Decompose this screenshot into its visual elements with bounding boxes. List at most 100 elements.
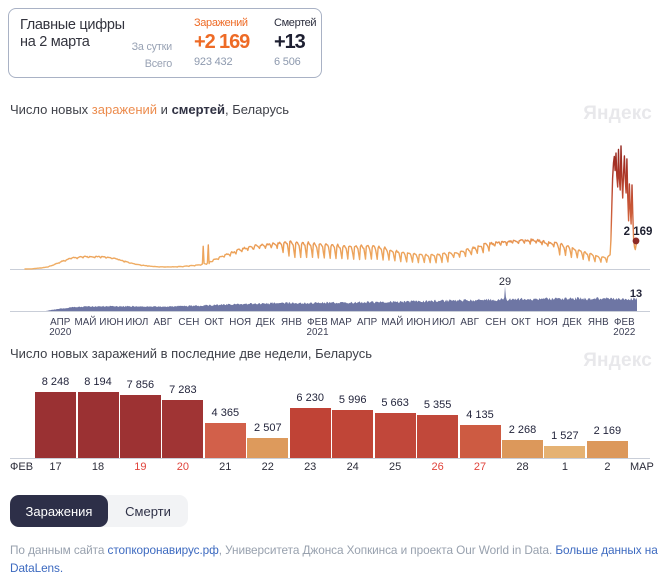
month-tick-label: СЕН — [178, 317, 199, 328]
year-tick-label: 2020 — [49, 327, 72, 338]
bar-day-17[interactable] — [35, 392, 76, 458]
month-tick-label: МАЙ — [75, 316, 97, 328]
bar-tick-label: 21 — [219, 461, 232, 473]
bar-value-label: 2 169 — [593, 424, 622, 437]
deaths-daily-bars-silhouette — [25, 286, 637, 311]
barchart-right-edge-label: МАР — [630, 461, 654, 473]
month-tick-label: АВГ — [460, 317, 479, 328]
bar-tick-label: 17 — [49, 461, 62, 473]
bar-value-label: 2 507 — [254, 421, 282, 434]
bar-value-label: 5 355 — [423, 399, 452, 412]
bar-tick-label: 23 — [304, 461, 317, 473]
month-tick-label: ИЮЛ — [125, 317, 148, 328]
bar-tick-label: 24 — [346, 461, 359, 473]
summary-card-date: на 2 марта — [20, 33, 90, 50]
infections-tab[interactable]: Заражения — [10, 495, 108, 527]
bar-day-22[interactable] — [247, 437, 289, 458]
month-tick-label: ЯНВ — [281, 317, 302, 328]
deaths-total-value: 6 506 — [274, 56, 301, 68]
month-tick-label: ИЮН — [99, 317, 123, 328]
bar-tick-label: 2 — [604, 461, 611, 473]
bar-value-label: 2 268 — [508, 423, 537, 436]
deaths-header: Смертей — [274, 17, 317, 29]
bar-value-label: 4 365 — [211, 407, 240, 420]
month-tick-label: ФЕВ — [614, 317, 635, 328]
bar-tick-label: 28 — [516, 461, 529, 473]
summary-card: Главные цифры на 2 марта За сутки Всего З… — [8, 8, 322, 78]
barchart-baseline — [10, 458, 650, 459]
stopcoronavirus-link[interactable]: стопкоронавирус.рф — [107, 543, 219, 557]
daily-row-label: За сутки — [131, 40, 173, 53]
bar-day-24[interactable] — [332, 410, 374, 458]
month-tick-label: ЯНВ — [588, 317, 609, 328]
month-tick-label: ОКТ — [204, 317, 224, 328]
bar-tick-label: 19 — [134, 461, 147, 473]
month-tick-label: МАЙ — [381, 316, 403, 328]
month-tick-label: ДЕК — [563, 317, 582, 328]
bar-tick-label: 18 — [91, 461, 105, 473]
main-chart-title-infections-word: заражений — [91, 102, 158, 117]
data-sources-footer: По данным сайта стопкоронавирус.рф, Унив… — [10, 541, 661, 577]
infections-daily-value: +2 169 — [194, 31, 250, 53]
month-tick-label: АВГ — [154, 317, 173, 328]
bar-tick-label: 26 — [431, 461, 444, 473]
bar-value-label: 1 527 — [551, 429, 579, 442]
bar-value-label: 6 230 — [296, 392, 324, 405]
month-tick-label: МАР — [330, 317, 352, 328]
month-tick-label: ИЮЛ — [432, 317, 455, 328]
bar-day-1[interactable] — [544, 445, 586, 458]
bar-day-27[interactable] — [459, 424, 501, 458]
bar-value-label: 8 194 — [84, 376, 112, 389]
month-tick-label: ФЕВ — [307, 317, 328, 328]
barchart-left-edge-label: ФЕВ — [10, 461, 34, 473]
bar-day-23[interactable] — [289, 408, 331, 458]
month-tick-label: НОЯ — [536, 317, 558, 328]
max-deaths-annotation: 29 — [499, 276, 511, 288]
datalens-link[interactable]: Больше данных на DataLens. — [10, 543, 658, 575]
bar-tick-label: 20 — [176, 461, 190, 473]
month-tick-label: ДЕК — [256, 317, 275, 328]
deaths-tab[interactable]: Смерти — [125, 503, 171, 519]
month-tick-label: ОКТ — [511, 317, 531, 328]
bar-tick-label: 22 — [261, 461, 274, 473]
main-chart-title-deaths-word: смертей — [171, 102, 225, 117]
bar-day-20[interactable] — [162, 399, 204, 458]
summary-card-title: Главные цифры на 2 марта — [20, 17, 125, 50]
bar-value-label: 7 856 — [126, 379, 155, 392]
bar-day-25[interactable] — [374, 412, 416, 458]
bar-value-label: 5 663 — [381, 396, 409, 409]
month-tick-label: АПР — [357, 317, 378, 328]
main-chart-title-middle: и — [157, 102, 172, 117]
main-chart-title-suffix: , Беларусь — [225, 102, 290, 117]
month-tick-label: АПР — [50, 317, 71, 328]
last-deaths-annotation: 13 — [630, 288, 642, 300]
bar-day-2[interactable] — [586, 440, 628, 458]
metric-toggle: Заражения Смерти — [10, 495, 188, 527]
bar-tick-label: 25 — [388, 461, 402, 473]
bar-tick-label: 1 — [561, 461, 568, 473]
bar-tick-label: 27 — [473, 461, 487, 473]
month-tick-label: ИЮН — [406, 317, 430, 328]
bar-day-18[interactable] — [77, 392, 119, 458]
bar-value-label: 5 996 — [338, 394, 367, 406]
bar-value-label: 7 283 — [169, 383, 197, 396]
deaths-daily-value: +13 — [274, 31, 306, 53]
yandex-watermark-top: Яндекс — [583, 103, 652, 124]
last-infections-annotation: 2 169 — [624, 226, 653, 238]
bar-day-19[interactable] — [119, 395, 161, 458]
bar-day-28[interactable] — [502, 439, 543, 458]
year-tick-label: 2022 — [613, 327, 635, 338]
month-tick-label: НОЯ — [229, 317, 251, 328]
infections-header: Заражений — [194, 17, 248, 29]
total-row-label: Всего — [144, 58, 173, 70]
month-tick-label: СЕН — [485, 317, 506, 328]
infections-total-value: 923 432 — [194, 56, 233, 68]
infections-daily-line — [24, 145, 638, 270]
yandex-watermark-bottom: Яндекс — [583, 350, 652, 371]
bar-day-21[interactable] — [204, 423, 246, 458]
bar-day-26[interactable] — [417, 415, 459, 458]
footer-prefix: По данным сайта — [10, 543, 108, 557]
summary-card-title-line1: Главные цифры — [20, 17, 125, 33]
